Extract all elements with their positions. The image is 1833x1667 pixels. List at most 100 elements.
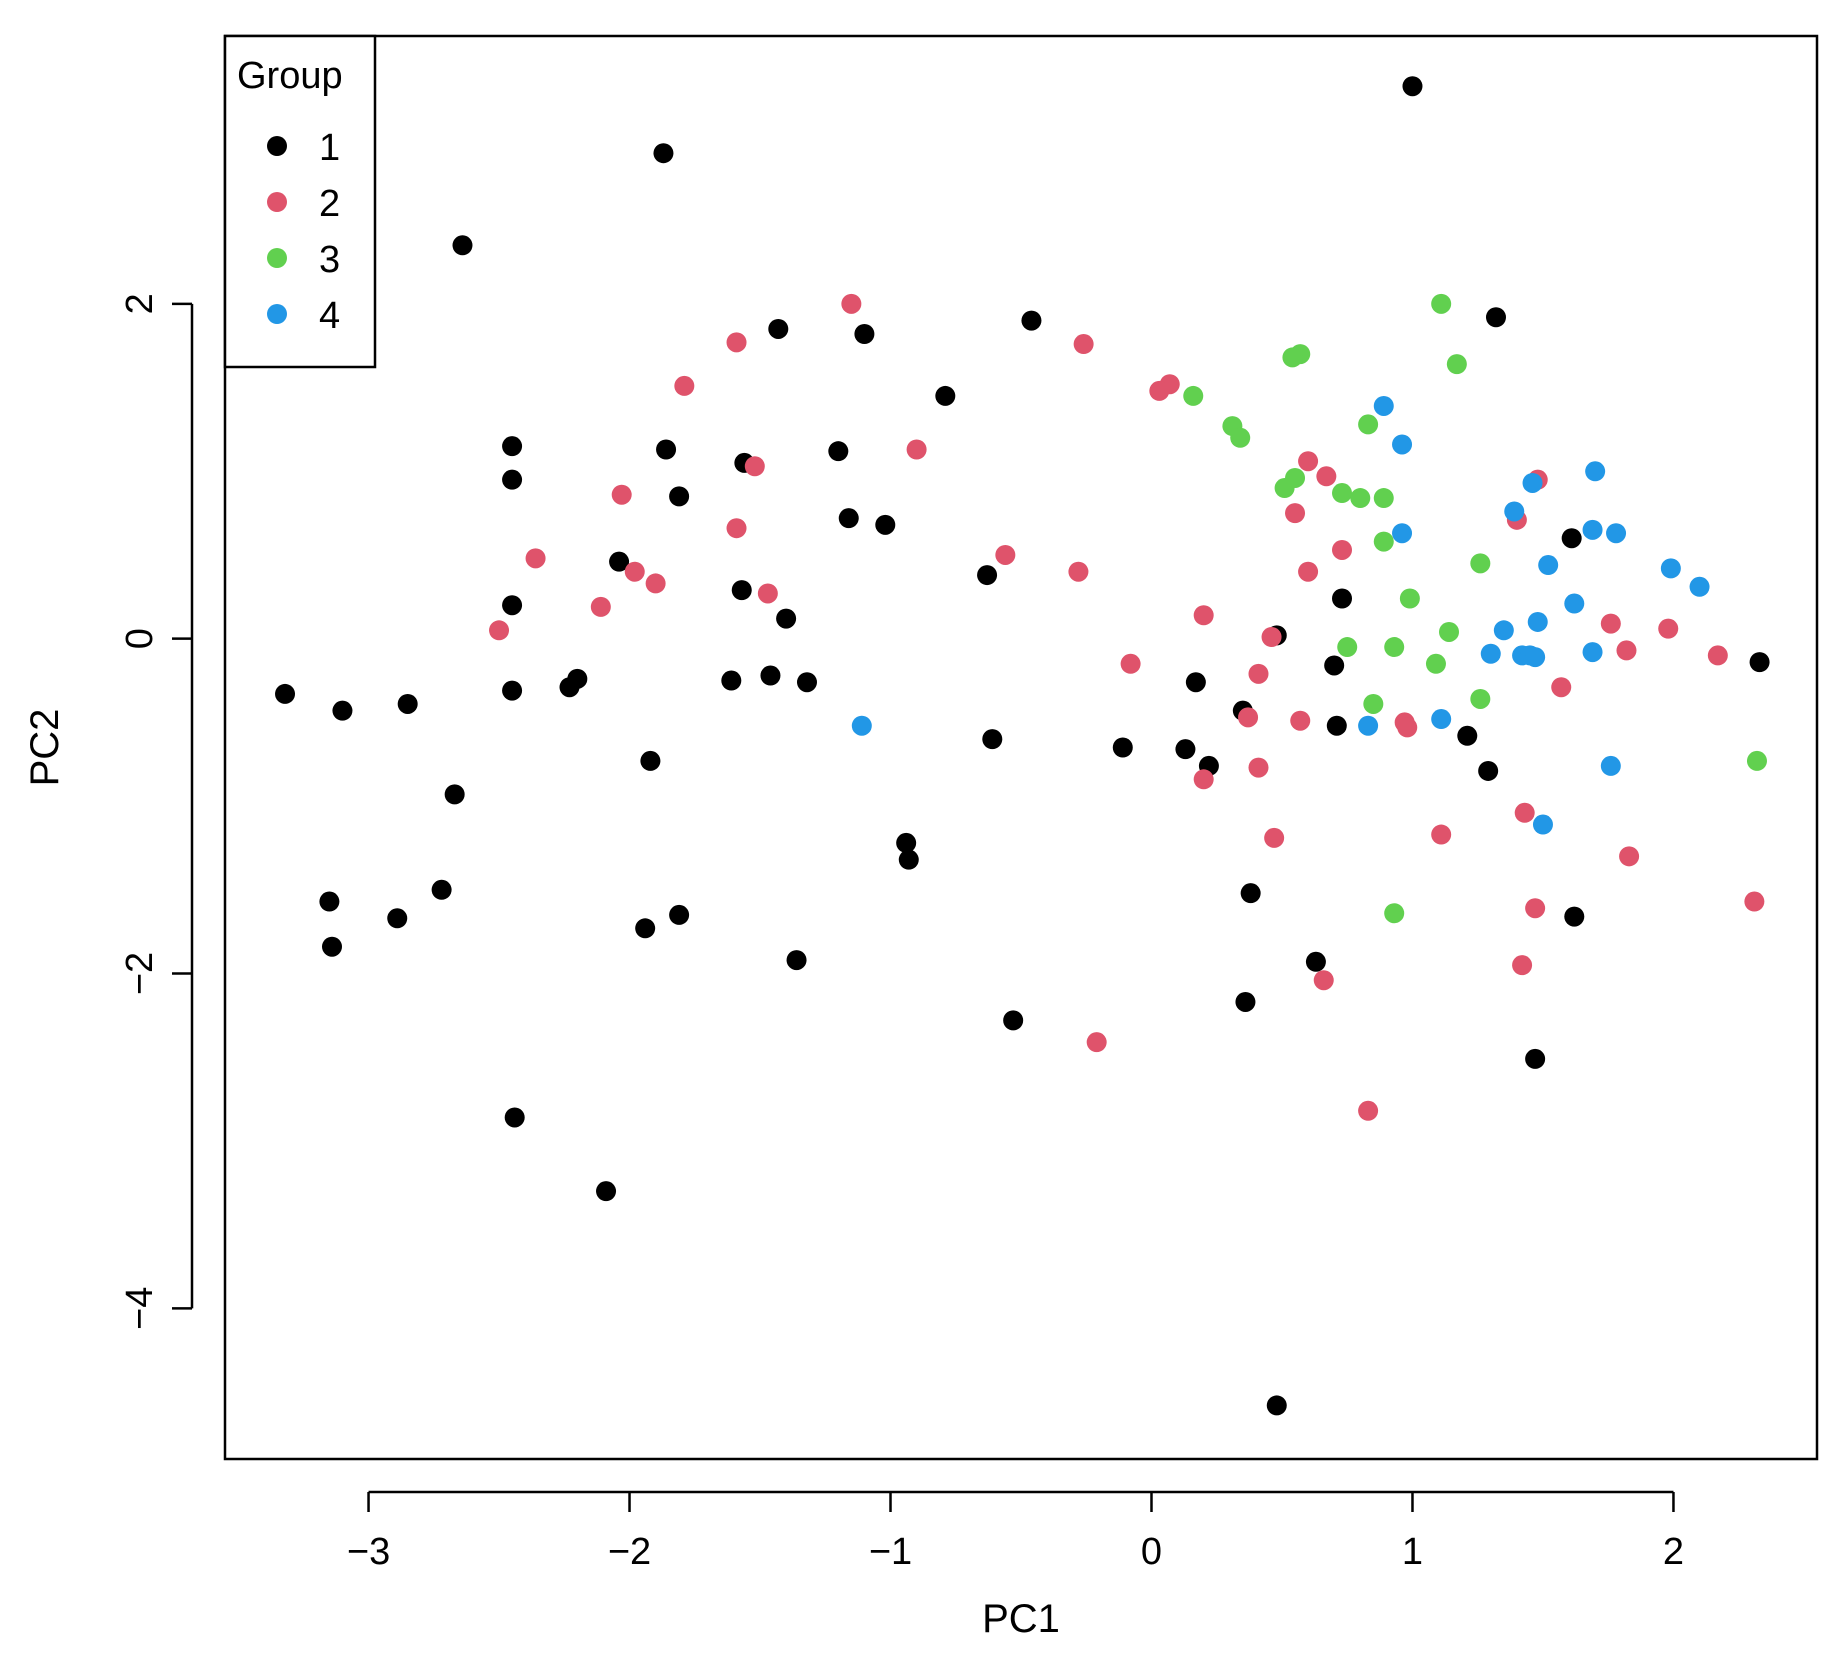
data-point-group-1 <box>431 879 452 900</box>
data-point-group-1 <box>935 385 956 406</box>
data-point-group-1 <box>635 918 656 939</box>
data-point-group-1 <box>1525 1048 1546 1069</box>
data-point-group-4 <box>1431 709 1452 730</box>
data-point-group-3 <box>1431 293 1452 314</box>
data-point-group-2 <box>1512 955 1533 976</box>
data-point-group-2 <box>1332 539 1353 560</box>
data-point-group-2 <box>1264 827 1285 848</box>
data-point-group-2 <box>489 620 510 641</box>
data-point-group-2 <box>1431 824 1452 845</box>
data-point-group-2 <box>1285 503 1306 524</box>
data-point-group-4 <box>1358 715 1379 736</box>
y-axis: −4 −2 0 2 <box>119 293 194 1330</box>
data-point-group-2 <box>590 596 611 617</box>
y-tick-label: 0 <box>119 628 161 649</box>
data-point-group-4 <box>1538 555 1559 576</box>
plot-frame <box>223 34 1819 1461</box>
y-tick-label: −2 <box>119 952 161 995</box>
data-point-group-2 <box>1358 1100 1379 1121</box>
data-point-group-1 <box>319 891 340 912</box>
data-point-group-1 <box>653 143 674 164</box>
data-point-group-2 <box>1397 717 1418 738</box>
data-point-group-1 <box>669 904 690 925</box>
data-point-group-1 <box>1112 737 1133 758</box>
data-point-group-1 <box>444 784 465 805</box>
data-point-group-4 <box>1660 558 1681 579</box>
legend-box <box>223 34 377 369</box>
legend-label-group-4: 4 <box>319 295 340 337</box>
data-point-group-1 <box>768 318 789 339</box>
data-point-group-1 <box>721 670 742 691</box>
data-point-group-1 <box>1305 951 1326 972</box>
legend-label-group-3: 3 <box>319 239 340 281</box>
data-point-group-1 <box>452 235 473 256</box>
data-point-group-3 <box>1332 483 1353 504</box>
data-point-group-1 <box>1332 588 1353 609</box>
data-point-group-2 <box>645 573 666 594</box>
data-point-group-4 <box>1585 461 1606 482</box>
data-point-group-1 <box>977 565 998 586</box>
data-point-group-4 <box>1504 501 1525 522</box>
data-point-group-1 <box>898 849 919 870</box>
data-point-group-1 <box>1266 1395 1287 1416</box>
data-point-group-2 <box>757 583 778 604</box>
data-point-group-3 <box>1373 488 1394 509</box>
y-axis-title: PC2 <box>23 709 67 787</box>
legend-entries: 1 2 3 4 <box>267 127 340 337</box>
data-point-group-2 <box>624 561 645 582</box>
data-point-group-4 <box>1564 593 1585 614</box>
data-point-group-2 <box>1248 663 1269 684</box>
data-point-group-3 <box>1470 688 1491 709</box>
data-point-group-1 <box>1402 76 1423 97</box>
data-point-group-2 <box>1120 653 1141 674</box>
data-point-group-1 <box>731 580 752 601</box>
data-point-group-2 <box>1551 677 1572 698</box>
data-point-group-3 <box>1337 637 1358 658</box>
data-point-group-1 <box>1003 1010 1024 1031</box>
data-point-group-3 <box>1282 347 1303 368</box>
data-point-group-2 <box>1298 561 1319 582</box>
data-point-group-1 <box>502 595 523 616</box>
data-point-group-2 <box>906 439 927 460</box>
x-tick-label: −3 <box>347 1531 390 1573</box>
data-point-group-3 <box>1746 750 1767 771</box>
points-layer <box>275 76 1770 1416</box>
data-point-group-1 <box>1749 652 1770 673</box>
data-point-group-1 <box>275 683 296 704</box>
legend: Group 1 2 3 4 <box>223 34 377 369</box>
data-point-group-3 <box>1358 414 1379 435</box>
data-point-group-1 <box>982 729 1003 750</box>
data-point-group-3 <box>1350 488 1371 509</box>
data-point-group-3 <box>1384 903 1405 924</box>
data-point-group-1 <box>1485 307 1506 328</box>
data-point-group-3 <box>1470 553 1491 574</box>
data-point-group-1 <box>776 608 797 629</box>
legend-label-group-2: 2 <box>319 183 340 225</box>
data-point-group-3 <box>1439 621 1460 642</box>
data-point-group-2 <box>1238 707 1259 728</box>
data-point-group-4 <box>1392 434 1413 455</box>
data-point-group-2 <box>1514 802 1535 823</box>
data-point-group-3 <box>1425 653 1446 674</box>
data-point-group-1 <box>387 908 408 929</box>
data-point-group-1 <box>1235 991 1256 1012</box>
data-point-group-2 <box>1616 640 1637 661</box>
legend-marker-group-2 <box>267 192 287 212</box>
data-point-group-1 <box>322 936 343 957</box>
data-point-group-1 <box>1326 715 1347 736</box>
data-point-group-4 <box>1480 643 1501 664</box>
data-point-group-1 <box>502 680 523 701</box>
data-point-group-4 <box>1493 620 1514 641</box>
data-point-group-4 <box>1527 611 1548 632</box>
x-tick-label: −2 <box>608 1531 651 1573</box>
data-point-group-3 <box>1230 427 1251 448</box>
data-point-group-1 <box>640 750 661 771</box>
x-axis-title: PC1 <box>982 1597 1060 1641</box>
data-point-group-3 <box>1373 531 1394 552</box>
data-point-group-1 <box>1185 672 1206 693</box>
legend-marker-group-1 <box>267 136 287 156</box>
data-point-group-1 <box>504 1107 525 1128</box>
data-point-group-4 <box>851 715 872 736</box>
data-point-group-2 <box>995 544 1016 565</box>
